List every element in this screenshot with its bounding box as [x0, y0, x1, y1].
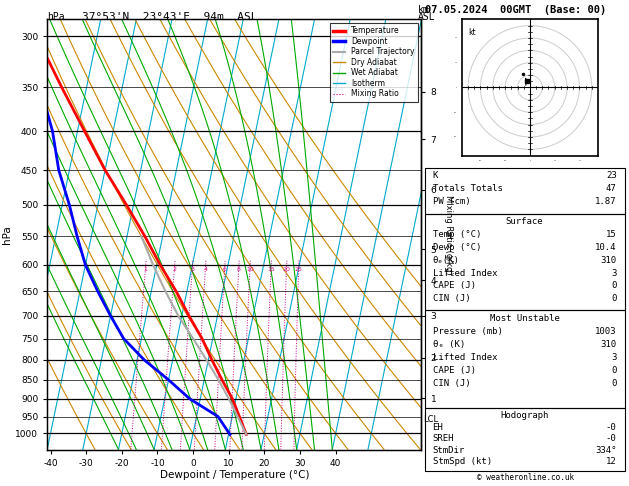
- Text: 0: 0: [611, 366, 616, 375]
- Text: 15: 15: [267, 267, 275, 272]
- Text: 334°: 334°: [595, 446, 616, 454]
- Text: © weatheronline.co.uk: © weatheronline.co.uk: [477, 473, 574, 482]
- Text: 310: 310: [601, 340, 616, 348]
- Text: Most Unstable: Most Unstable: [489, 313, 560, 323]
- Text: 1003: 1003: [595, 327, 616, 336]
- Text: StmDir: StmDir: [433, 446, 465, 454]
- Text: 3: 3: [611, 353, 616, 362]
- Text: 6: 6: [223, 267, 226, 272]
- Text: 3: 3: [191, 267, 194, 272]
- Text: 15: 15: [606, 230, 616, 239]
- Text: km: km: [418, 5, 430, 15]
- Text: StmSpd (kt): StmSpd (kt): [433, 457, 492, 466]
- Text: CAPE (J): CAPE (J): [433, 281, 476, 291]
- Text: 47: 47: [606, 184, 616, 193]
- Text: kt: kt: [468, 28, 476, 37]
- Text: SREH: SREH: [433, 434, 454, 443]
- Legend: Temperature, Dewpoint, Parcel Trajectory, Dry Adiabat, Wet Adiabat, Isotherm, Mi: Temperature, Dewpoint, Parcel Trajectory…: [330, 23, 418, 102]
- Text: CAPE (J): CAPE (J): [433, 366, 476, 375]
- Text: Surface: Surface: [506, 217, 543, 226]
- Text: CIN (J): CIN (J): [433, 295, 470, 303]
- Text: K: K: [433, 171, 438, 180]
- Text: Lifted Index: Lifted Index: [433, 269, 497, 278]
- Text: Totals Totals: Totals Totals: [433, 184, 503, 193]
- Text: 2: 2: [172, 267, 177, 272]
- Text: Temp (°C): Temp (°C): [433, 230, 481, 239]
- Text: LCL: LCL: [423, 416, 438, 424]
- Text: ASL: ASL: [418, 12, 436, 22]
- Text: EH: EH: [433, 423, 443, 432]
- Text: -0: -0: [606, 434, 616, 443]
- Text: 8: 8: [237, 267, 241, 272]
- Text: 3: 3: [611, 269, 616, 278]
- Text: 07.05.2024  00GMT  (Base: 00): 07.05.2024 00GMT (Base: 00): [425, 5, 606, 15]
- Text: 37°53'N  23°43'E  94m  ASL: 37°53'N 23°43'E 94m ASL: [82, 12, 257, 22]
- Text: Lifted Index: Lifted Index: [433, 353, 497, 362]
- Text: PW (cm): PW (cm): [433, 197, 470, 207]
- Text: Hodograph: Hodograph: [501, 411, 548, 420]
- Text: hPa: hPa: [47, 12, 65, 22]
- Text: -0: -0: [606, 423, 616, 432]
- Text: 0: 0: [611, 379, 616, 388]
- Y-axis label: Mixing Ratio (g/kg): Mixing Ratio (g/kg): [444, 195, 453, 274]
- Text: 310: 310: [601, 256, 616, 265]
- Text: Pressure (mb): Pressure (mb): [433, 327, 503, 336]
- Y-axis label: hPa: hPa: [3, 225, 13, 244]
- Text: 20: 20: [282, 267, 291, 272]
- Text: CIN (J): CIN (J): [433, 379, 470, 388]
- Text: 0: 0: [611, 281, 616, 291]
- Text: 10: 10: [246, 267, 254, 272]
- Text: 23: 23: [606, 171, 616, 180]
- Text: 10.4: 10.4: [595, 243, 616, 252]
- Text: 4: 4: [204, 267, 208, 272]
- Text: 1.87: 1.87: [595, 197, 616, 207]
- Text: Dewp (°C): Dewp (°C): [433, 243, 481, 252]
- Text: θₑ(K): θₑ(K): [433, 256, 459, 265]
- Text: θₑ (K): θₑ (K): [433, 340, 465, 348]
- Text: 1: 1: [144, 267, 148, 272]
- X-axis label: Dewpoint / Temperature (°C): Dewpoint / Temperature (°C): [160, 470, 309, 480]
- Text: 25: 25: [295, 267, 303, 272]
- Text: 12: 12: [606, 457, 616, 466]
- Text: 0: 0: [611, 295, 616, 303]
